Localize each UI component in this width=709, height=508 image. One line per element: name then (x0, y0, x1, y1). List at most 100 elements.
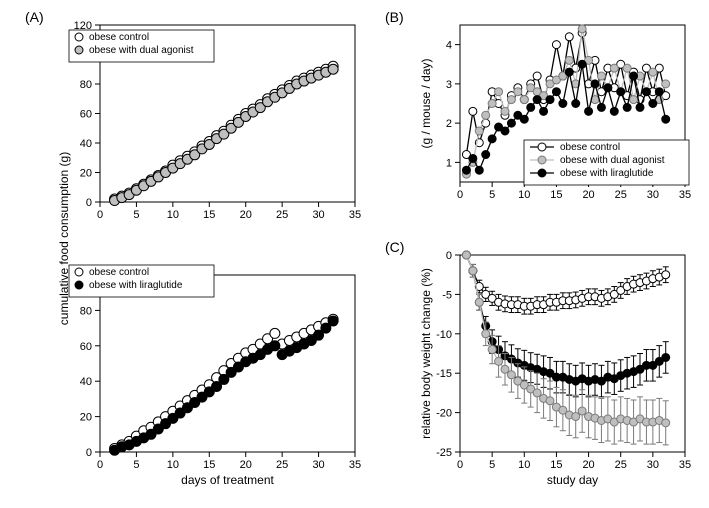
legend-label: obese with liraglutide (560, 168, 654, 179)
figure-svg: 05101520253035020406080100120(A)obese co… (0, 0, 709, 508)
data-marker (630, 72, 638, 80)
y-tick-label: -5 (442, 289, 452, 301)
data-marker (270, 341, 280, 351)
x-tick-label: 30 (647, 459, 659, 471)
data-marker (662, 271, 670, 279)
data-marker (469, 267, 477, 275)
y-axis-label-shared: cumulative food consumption (g) (57, 152, 71, 325)
data-marker (462, 166, 470, 174)
legend-label: obese control (89, 32, 149, 43)
x-tick-label: 30 (312, 209, 324, 221)
x-tick-label: 15 (203, 209, 215, 221)
data-marker (475, 166, 483, 174)
x-tick-label: 15 (203, 459, 215, 471)
x-tick-label: 25 (615, 459, 627, 471)
data-marker (533, 96, 541, 104)
y-tick-label: 3 (446, 79, 452, 91)
data-marker (642, 88, 650, 96)
x-tick-label: 35 (349, 459, 361, 471)
data-marker (572, 100, 580, 108)
x-tick-label: 10 (518, 189, 530, 201)
data-marker (662, 115, 670, 123)
y-tick-label: 0 (446, 250, 452, 262)
data-marker (495, 88, 503, 96)
y-tick-label: -25 (436, 447, 452, 459)
y-tick-label: -10 (436, 329, 452, 341)
data-marker (328, 64, 338, 74)
x-tick-label: 5 (133, 459, 139, 471)
y-tick-label: 4 (446, 40, 452, 52)
data-marker (488, 135, 496, 143)
x-axis-label: study day (547, 473, 598, 487)
y-tick-label: 0 (86, 197, 92, 209)
data-marker (610, 107, 618, 115)
data-marker (482, 111, 490, 119)
x-tick-label: 35 (349, 209, 361, 221)
data-marker (501, 365, 509, 373)
data-marker (533, 72, 541, 80)
data-marker (572, 413, 580, 421)
data-marker (482, 151, 490, 159)
data-marker (462, 251, 470, 259)
panel-tag: (B) (385, 9, 404, 25)
data-marker (597, 72, 605, 80)
data-marker (604, 84, 612, 92)
x-tick-label: 25 (615, 189, 627, 201)
x-tick-label: 10 (167, 209, 179, 221)
data-marker (514, 88, 522, 96)
panel-tag: (A) (25, 9, 44, 25)
data-marker (578, 25, 586, 33)
x-tick-label: 15 (550, 459, 562, 471)
data-marker (495, 357, 503, 365)
y-tick-label: 80 (80, 79, 92, 91)
y-tick-label: 1 (446, 157, 452, 169)
x-tick-label: 0 (97, 459, 103, 471)
data-marker (565, 33, 573, 41)
x-tick-label: 10 (167, 459, 179, 471)
x-axis-label: days of treatment (181, 473, 274, 487)
legend-label: obese with dual agonist (560, 155, 665, 166)
data-marker (328, 316, 338, 326)
data-marker (501, 127, 509, 135)
x-tick-label: 30 (647, 189, 659, 201)
data-marker (578, 407, 586, 415)
data-marker (501, 107, 509, 115)
data-marker (565, 68, 573, 76)
data-marker (623, 103, 631, 111)
data-marker (649, 68, 657, 76)
data-marker (597, 103, 605, 111)
data-marker (520, 96, 528, 104)
data-marker (610, 64, 618, 72)
legend-label: obese with liraglutide (89, 280, 183, 291)
y-axis-label: relative body weight change (%) (419, 268, 433, 439)
data-marker (533, 389, 541, 397)
x-tick-label: 5 (489, 189, 495, 201)
data-marker (649, 100, 657, 108)
data-marker (591, 80, 599, 88)
x-tick-label: 20 (582, 189, 594, 201)
x-tick-label: 15 (550, 189, 562, 201)
panel-tag: (C) (385, 239, 404, 255)
data-marker (488, 100, 496, 108)
x-tick-label: 20 (582, 459, 594, 471)
data-marker (507, 96, 515, 104)
data-marker (527, 103, 535, 111)
data-marker (546, 397, 554, 405)
x-tick-label: 20 (240, 209, 252, 221)
data-marker (507, 371, 515, 379)
data-marker (636, 103, 644, 111)
y-tick-label: 80 (80, 305, 92, 317)
data-marker (559, 100, 567, 108)
data-marker (655, 88, 663, 96)
data-marker (540, 107, 548, 115)
x-tick-label: 5 (489, 459, 495, 471)
data-marker (482, 330, 490, 338)
series-line (466, 255, 665, 423)
x-tick-label: 30 (312, 459, 324, 471)
legend-label: obese control (89, 267, 149, 278)
x-tick-label: 0 (97, 209, 103, 221)
x-tick-label: 20 (240, 459, 252, 471)
y-tick-label: 20 (80, 412, 92, 424)
data-marker (488, 346, 496, 354)
x-tick-label: 35 (679, 189, 691, 201)
